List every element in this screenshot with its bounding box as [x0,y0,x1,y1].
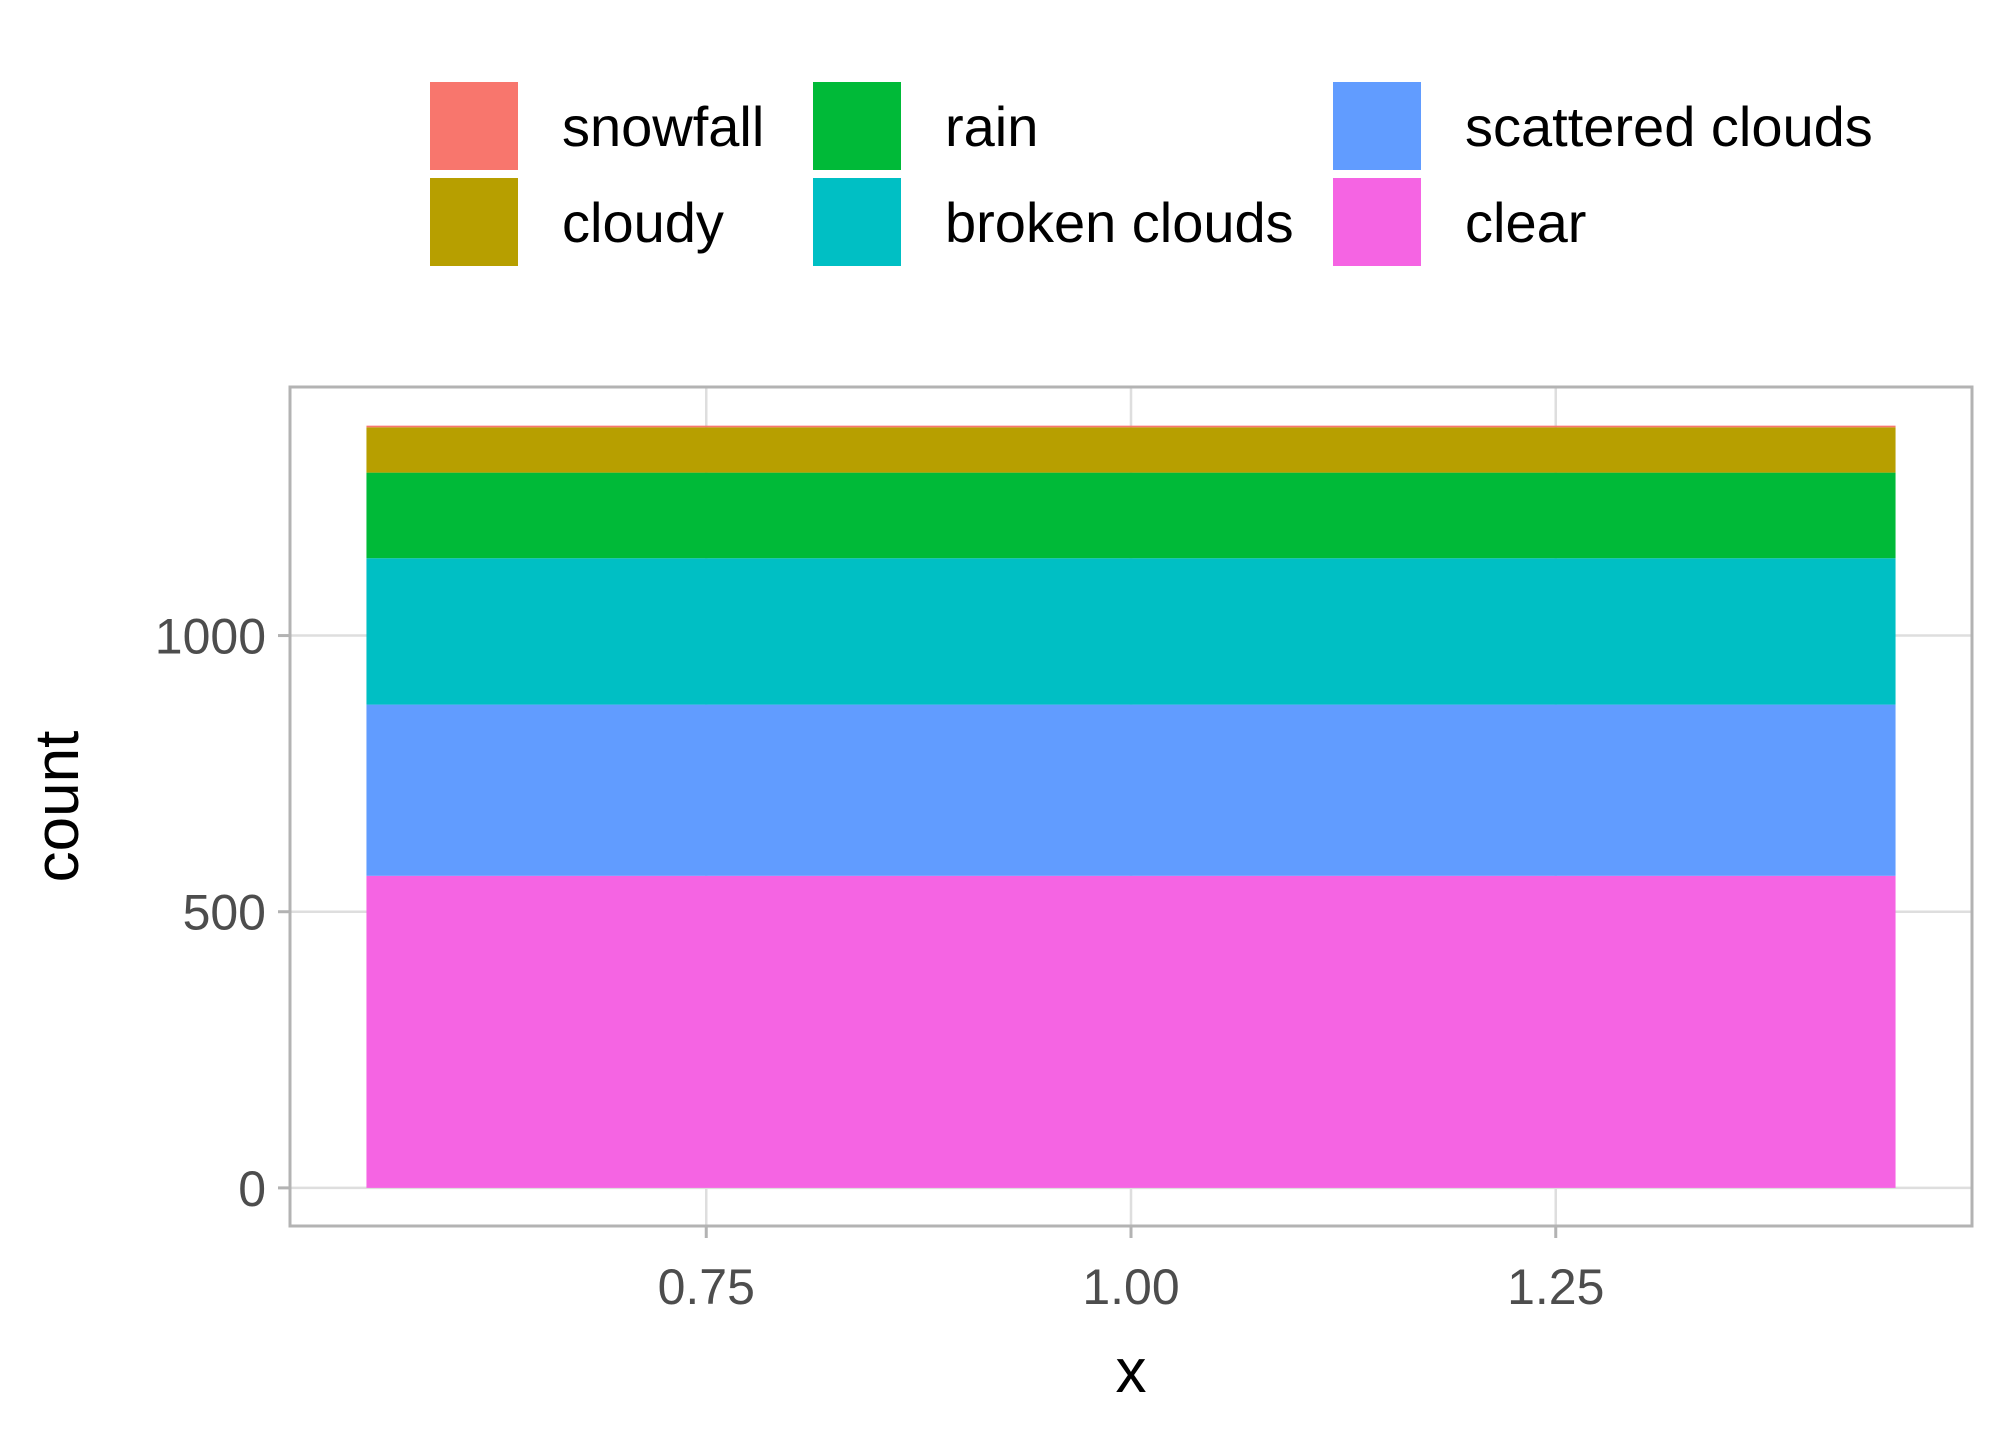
bar-segment-rain [366,472,1896,559]
legend-key-cloudy [430,178,518,266]
x-tick-label-0: 0.75 [658,1259,755,1315]
legend-key-broken-clouds [813,178,901,266]
x-tick-label-1: 1.00 [1082,1259,1179,1315]
bar-segment-clear [366,875,1896,1188]
legend-item-rain: rain [813,82,1038,170]
bar-stack [366,425,1896,1188]
legend-item-cloudy: cloudy [430,178,724,266]
legend-key-rain [813,82,901,170]
legend-key-clear [1333,178,1421,266]
legend-label-rain: rain [945,95,1038,158]
legend-key-scattered-clouds [1333,82,1421,170]
y-tick-label-0: 0 [238,1161,266,1217]
legend-key-snowfall [430,82,518,170]
legend-label-clear: clear [1465,191,1586,254]
legend-label-cloudy: cloudy [562,191,724,254]
legend-label-snowfall: snowfall [562,95,764,158]
x-axis: 0.75 1.00 1.25 [658,1226,1604,1315]
y-axis-title: count [23,731,92,883]
x-axis-title: x [1116,1337,1147,1406]
bar-segment-snowfall [366,425,1896,428]
legend-label-broken-clouds: broken clouds [945,191,1294,254]
y-tick-label-1: 500 [183,885,266,941]
legend-label-scattered-clouds: scattered clouds [1465,95,1873,158]
y-axis: 0 500 1000 [155,609,290,1217]
legend-item-broken-clouds: broken clouds [813,178,1294,266]
legend-item-scattered-clouds: scattered clouds [1333,82,1873,170]
legend: snowfall cloudy rain broken clouds scattered… [430,82,1873,266]
bar-segment-cloudy [366,427,1896,473]
bar-segment-broken-clouds [366,558,1896,705]
legend-item-snowfall: snowfall [430,82,764,170]
x-tick-label-2: 1.25 [1507,1259,1604,1315]
legend-item-clear: clear [1333,178,1586,266]
bar-segment-scattered-clouds [366,704,1896,876]
y-tick-label-2: 1000 [155,609,266,665]
